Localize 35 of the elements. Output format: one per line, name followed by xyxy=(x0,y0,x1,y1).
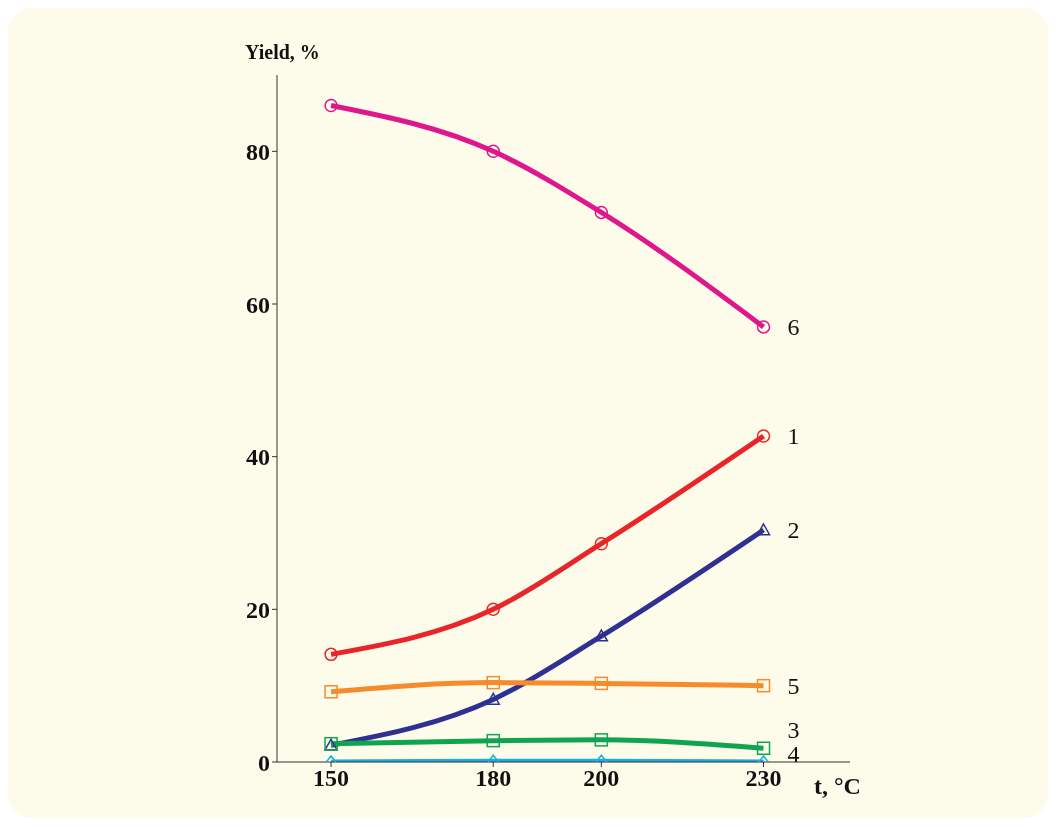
point xyxy=(756,678,771,693)
y-tick-label: 80 xyxy=(246,138,270,165)
point xyxy=(324,647,338,662)
point xyxy=(756,523,771,536)
point xyxy=(594,733,609,747)
x-axis-title: t, °C xyxy=(814,773,861,799)
y-tick-label: 0 xyxy=(258,749,270,776)
series-label: 1 xyxy=(787,423,800,450)
series-label: 3 xyxy=(787,717,800,744)
y-tick-label: 40 xyxy=(246,444,270,471)
y-tick-label: 60 xyxy=(246,291,270,318)
series-label: 2 xyxy=(787,516,800,543)
x-tick-label: 200 xyxy=(583,765,620,792)
series-label: 5 xyxy=(787,672,800,699)
point xyxy=(486,602,500,617)
point xyxy=(756,429,771,443)
point xyxy=(756,320,771,334)
point xyxy=(594,676,609,691)
point xyxy=(486,733,500,748)
point xyxy=(594,205,609,220)
point xyxy=(486,675,500,690)
point xyxy=(324,685,338,699)
series-label: 6 xyxy=(787,313,800,340)
y-tick-label: 20 xyxy=(246,596,270,623)
point xyxy=(486,144,500,159)
x-tick-label: 230 xyxy=(745,765,782,792)
series-label: 4 xyxy=(787,741,800,767)
x-tick-label: 180 xyxy=(475,765,512,792)
x-tick-label: 150 xyxy=(313,765,350,792)
y-axis-title: Yield, % xyxy=(245,41,320,63)
point xyxy=(594,536,609,551)
point xyxy=(594,629,609,642)
point xyxy=(486,692,500,705)
point xyxy=(756,741,771,756)
point xyxy=(324,98,338,113)
